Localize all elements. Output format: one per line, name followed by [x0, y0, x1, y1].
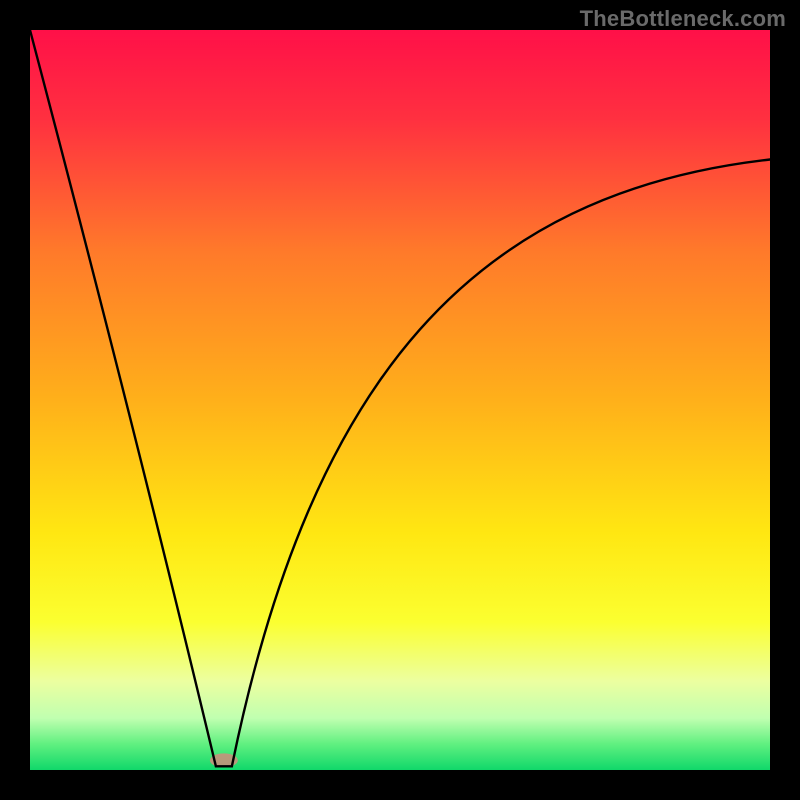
gradient-background: [30, 30, 770, 770]
chart-frame: TheBottleneck.com: [0, 0, 800, 800]
watermark-text: TheBottleneck.com: [580, 6, 786, 32]
bottleneck-chart: [0, 0, 800, 800]
